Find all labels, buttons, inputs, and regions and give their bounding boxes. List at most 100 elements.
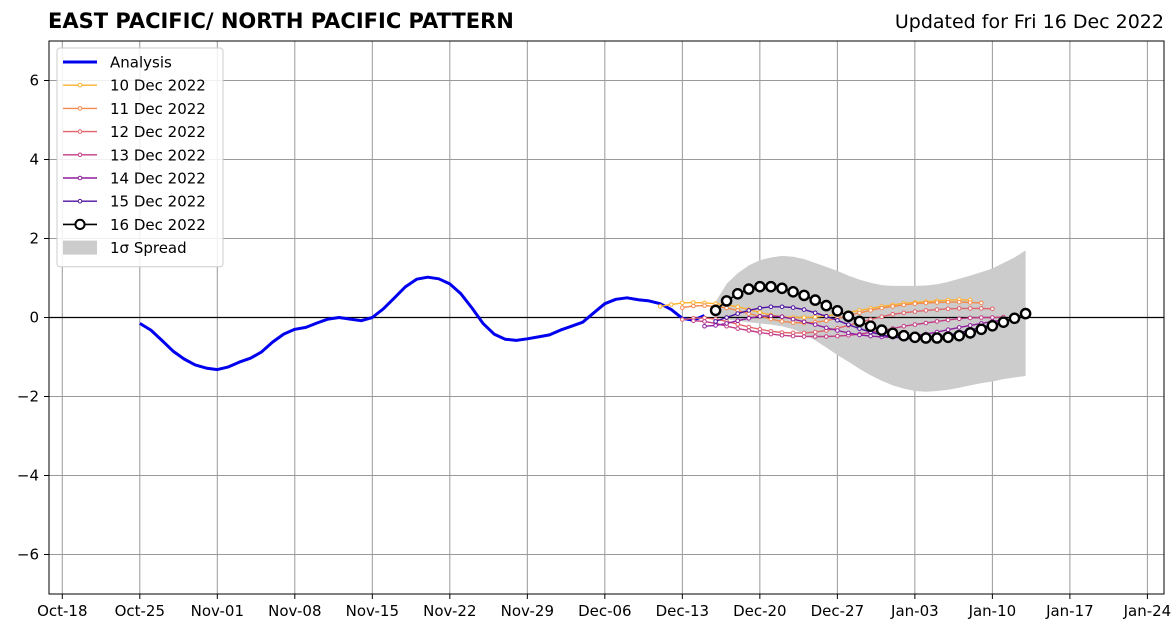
forecast-point	[812, 329, 818, 335]
forecast-point	[945, 299, 951, 305]
x-tick-label: Jan-24	[1123, 602, 1172, 620]
forecast-point	[912, 301, 918, 307]
forecast-point	[680, 300, 685, 306]
forecast-point	[735, 311, 741, 316]
forecast-point	[857, 332, 862, 338]
legend: Analysis 10 Dec 2022 11 Dec 2022 12 Dec 202…	[56, 47, 224, 268]
forecast-point	[757, 314, 763, 319]
forecast-line	[682, 301, 982, 324]
legend-marker	[77, 106, 83, 111]
forecast-point	[746, 316, 752, 321]
x-tick-label: Dec-13	[656, 602, 710, 620]
forecast-point	[801, 334, 807, 339]
forecast-point	[812, 314, 818, 320]
legend-marker	[77, 175, 83, 181]
forecast-point	[945, 317, 951, 323]
x-tick-label: Nov-29	[501, 602, 554, 620]
forecast-point	[824, 314, 829, 319]
forecast-point	[835, 318, 840, 323]
forecast-point	[967, 323, 973, 328]
forecast-point	[746, 308, 752, 313]
forecast-point	[853, 315, 866, 328]
forecast-point	[735, 318, 741, 324]
forecast-point	[820, 299, 833, 312]
forecast-point	[702, 323, 707, 329]
legend-marker	[74, 218, 86, 230]
x-tick-label: Dec-06	[578, 602, 632, 620]
forecast-point	[735, 326, 741, 331]
forecast-point	[812, 322, 818, 327]
forecast-point	[920, 332, 932, 344]
x-tick-label: Jan-10	[968, 602, 1017, 620]
forecast-point	[757, 310, 763, 315]
forecast-point	[934, 319, 940, 324]
forecast-point	[657, 304, 663, 309]
forecast-point	[713, 319, 718, 324]
forecast-point	[956, 325, 962, 330]
legend-label: Analysis	[110, 54, 172, 72]
forecast-point	[801, 315, 807, 320]
forecast-point	[923, 300, 929, 306]
forecast-point	[746, 328, 752, 333]
forecast-point	[842, 310, 855, 323]
legend-marker	[77, 152, 83, 158]
forecast-point	[909, 331, 921, 344]
forecast-point	[724, 315, 729, 320]
forecast-point	[702, 319, 707, 324]
forecast-point	[779, 304, 785, 310]
forecast-point	[790, 316, 796, 322]
forecast-point	[857, 310, 862, 316]
y-tick-label: −6	[17, 546, 39, 564]
x-tick-label: Dec-27	[811, 602, 865, 620]
x-tick-label: Nov-15	[346, 602, 399, 620]
forecast-point	[979, 300, 984, 306]
forecast-point	[898, 329, 910, 342]
forecast-point	[890, 304, 896, 309]
forecast-point	[846, 330, 851, 336]
forecast-point	[779, 333, 785, 338]
x-tick-label: Oct-25	[115, 602, 165, 620]
forecast-point	[990, 306, 995, 312]
legend-label: 10 Dec 2022	[110, 77, 206, 95]
forecast-point	[790, 333, 796, 339]
forecast-point	[731, 287, 744, 300]
forecast-point	[956, 306, 962, 311]
forecast-point	[931, 332, 943, 344]
legend-box	[56, 47, 224, 268]
forecast-point	[868, 333, 873, 339]
forecast-point	[835, 333, 840, 339]
forecast-series	[680, 299, 984, 326]
forecast-point	[713, 323, 718, 328]
forecast-point	[801, 330, 807, 336]
forecast-point	[912, 322, 918, 327]
forecast-point	[901, 302, 907, 308]
forecast-point	[964, 327, 977, 339]
forecast-point	[1019, 307, 1032, 320]
forecast-point	[934, 300, 940, 305]
forecast-point	[702, 303, 707, 308]
forecast-point	[886, 327, 899, 340]
forecast-point	[967, 300, 973, 305]
forecast-point	[953, 329, 966, 342]
forecast-point	[997, 316, 1010, 329]
y-tick-label: −4	[17, 467, 39, 485]
forecast-point	[779, 314, 785, 320]
x-tick-label: Nov-01	[191, 602, 244, 620]
forecast-point	[956, 316, 962, 322]
forecast-point	[864, 320, 877, 333]
forecast-point	[990, 315, 995, 320]
forecast-point	[735, 304, 741, 310]
forecast-point	[768, 331, 774, 337]
legend-marker	[77, 198, 83, 204]
forecast-series	[702, 313, 1017, 340]
forecast-point	[923, 320, 929, 326]
forecast-point	[801, 319, 807, 325]
forecast-point	[754, 280, 766, 293]
forecast-point	[798, 289, 810, 302]
forecast-point	[812, 334, 818, 339]
forecast-point	[757, 305, 763, 311]
forecast-point	[835, 328, 840, 333]
forecast-point	[757, 330, 763, 335]
forecast-point	[776, 282, 788, 295]
